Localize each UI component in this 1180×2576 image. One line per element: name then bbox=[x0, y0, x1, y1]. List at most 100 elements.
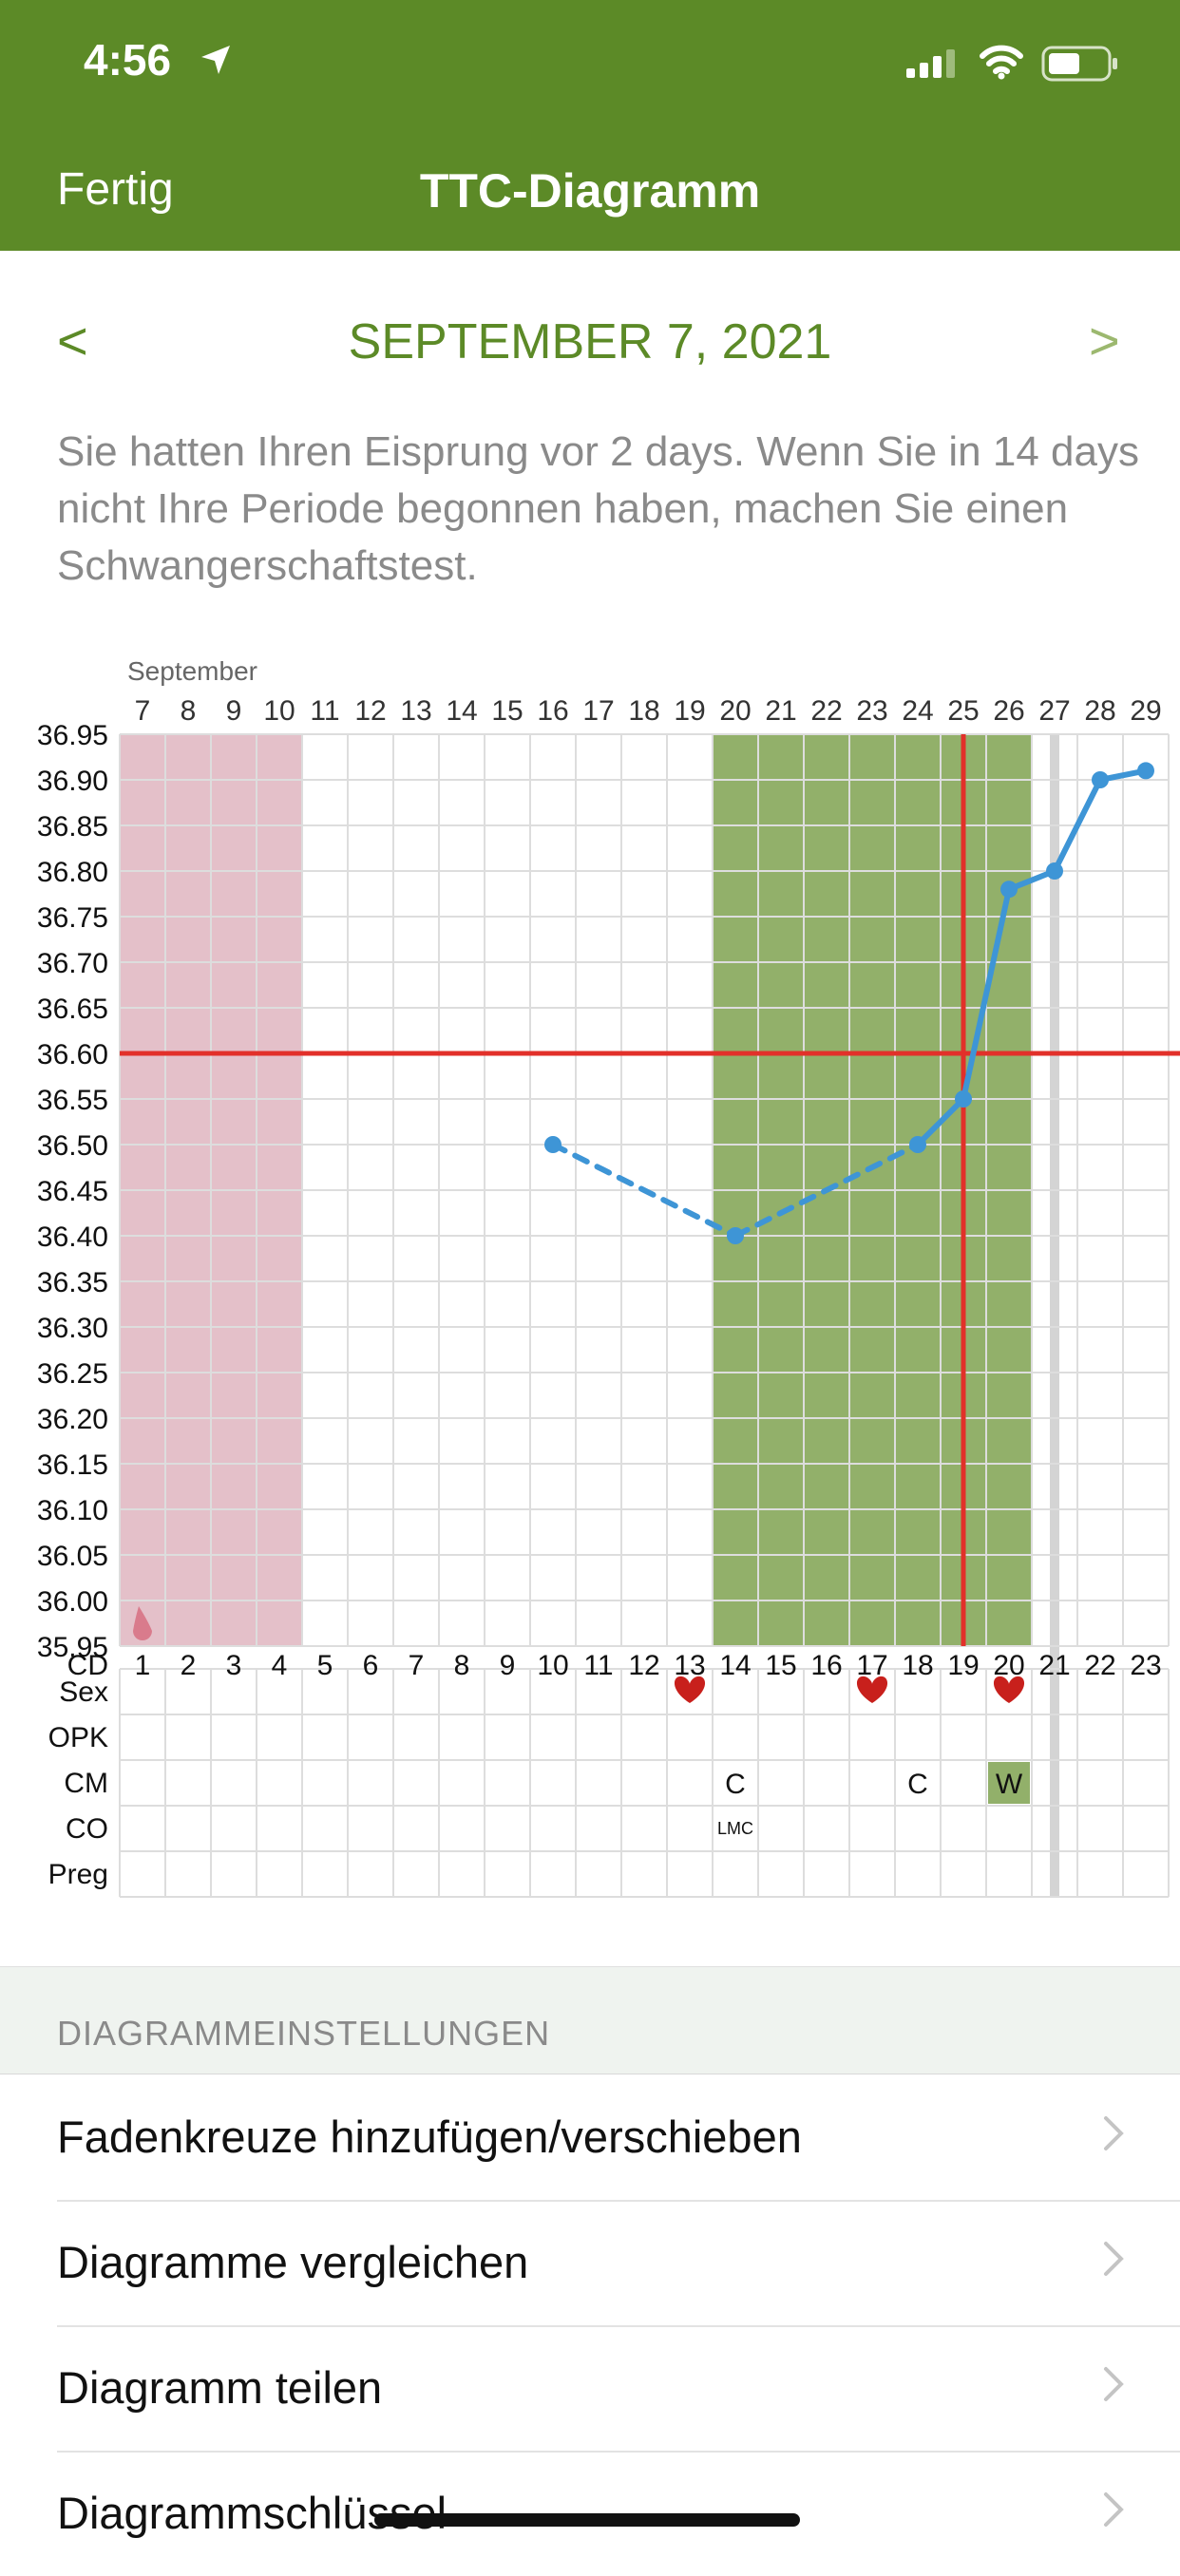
cycle-day-label: 17 bbox=[856, 1650, 887, 1681]
menu-item-label: Diagramme vergleichen bbox=[57, 2237, 529, 2287]
row-label: Sex bbox=[59, 1676, 108, 1708]
y-tick-label: 36.75 bbox=[37, 902, 108, 934]
temperature-point bbox=[909, 1136, 926, 1153]
date-tick-label: 14 bbox=[446, 695, 477, 727]
menu-item-compare-charts[interactable]: Diagramme vergleichen bbox=[57, 2200, 1180, 2327]
location-arrow-icon bbox=[201, 46, 230, 74]
y-tick-label: 36.25 bbox=[37, 1358, 108, 1390]
chevron-right-icon bbox=[1104, 2116, 1124, 2150]
battery-icon bbox=[1041, 46, 1117, 82]
menu-item-label: Diagrammschlüssel bbox=[57, 2488, 447, 2538]
blood-drop-icon bbox=[133, 1606, 152, 1640]
row-label: Preg bbox=[48, 1859, 108, 1890]
cm-entry: W bbox=[996, 1769, 1023, 1800]
y-tick-label: 36.35 bbox=[37, 1267, 108, 1298]
date-tick-label: 21 bbox=[765, 695, 796, 727]
y-tick-label: 36.70 bbox=[37, 948, 108, 979]
home-indicator[interactable] bbox=[374, 2513, 800, 2527]
menu-item-chart-key[interactable]: Diagrammschlüssel bbox=[57, 2451, 1180, 2576]
menu-item-crosshairs[interactable]: Fadenkreuze hinzufügen/verschieben bbox=[57, 2074, 1180, 2202]
page-title: TTC-Diagramm bbox=[419, 164, 761, 218]
temperature-line-segment bbox=[915, 1096, 966, 1147]
y-tick-label: 36.20 bbox=[37, 1404, 108, 1435]
date-tick-label: 13 bbox=[400, 695, 431, 727]
temperature-line-segment bbox=[1052, 777, 1103, 874]
y-tick-label: 36.05 bbox=[37, 1541, 108, 1572]
wifi-icon bbox=[980, 45, 1023, 80]
temperature-point bbox=[1046, 862, 1063, 880]
date-tick-label: 19 bbox=[674, 695, 705, 727]
date-tick-label: 18 bbox=[628, 695, 659, 727]
done-button[interactable]: Fertig bbox=[57, 164, 174, 215]
date-tick-label: 28 bbox=[1084, 695, 1115, 727]
current-date: SEPTEMBER 7, 2021 bbox=[348, 314, 832, 369]
date-tick-label: 17 bbox=[582, 695, 614, 727]
cycle-day-label: 3 bbox=[226, 1650, 242, 1681]
row-label: CO bbox=[66, 1813, 108, 1845]
date-tick-label: 29 bbox=[1130, 695, 1161, 727]
cycle-day-label: 4 bbox=[272, 1650, 288, 1681]
temperature-line-segment bbox=[550, 1142, 738, 1239]
today-marker bbox=[1050, 734, 1059, 1897]
cm-entry: C bbox=[907, 1769, 928, 1800]
date-tick-label: 27 bbox=[1038, 695, 1070, 727]
nav-header: 4:56 Fertig TTC-Diagramm bbox=[0, 0, 1180, 251]
chevron-right-icon bbox=[1104, 2492, 1124, 2527]
row-label: CM bbox=[64, 1768, 108, 1799]
y-tick-label: 36.00 bbox=[37, 1586, 108, 1618]
menu-item-share-chart[interactable]: Diagramm teilen bbox=[57, 2325, 1180, 2453]
month-label: September bbox=[127, 656, 257, 686]
date-tick-label: 10 bbox=[263, 695, 295, 727]
cycle-day-label: 16 bbox=[810, 1650, 842, 1681]
y-tick-label: 36.50 bbox=[37, 1130, 108, 1162]
y-tick-label: 36.40 bbox=[37, 1222, 108, 1253]
y-tick-label: 36.95 bbox=[37, 720, 108, 751]
cycle-day-label: 7 bbox=[409, 1650, 425, 1681]
cycle-day-label: 14 bbox=[719, 1650, 751, 1681]
row-label: CD bbox=[67, 1650, 108, 1681]
temperature-point bbox=[955, 1090, 972, 1108]
y-tick-label: 36.30 bbox=[37, 1313, 108, 1344]
date-tick-label: 15 bbox=[491, 695, 523, 727]
y-tick-label: 35.95 bbox=[37, 1632, 108, 1663]
cm-entry: C bbox=[725, 1769, 746, 1800]
cycle-day-label: 22 bbox=[1084, 1650, 1115, 1681]
menu-item-label: Diagramm teilen bbox=[57, 2362, 383, 2413]
date-tick-label: 12 bbox=[354, 695, 386, 727]
cycle-day-label: 18 bbox=[902, 1650, 933, 1681]
cycle-day-label: 11 bbox=[583, 1650, 613, 1681]
date-tick-label: 7 bbox=[135, 695, 151, 727]
cycle-day-label: 23 bbox=[1130, 1650, 1161, 1681]
date-tick-label: 20 bbox=[719, 695, 751, 727]
y-tick-label: 36.80 bbox=[37, 857, 108, 888]
cycle-day-label: 15 bbox=[765, 1650, 796, 1681]
heart-icon bbox=[856, 1676, 888, 1703]
y-tick-label: 36.65 bbox=[37, 994, 108, 1025]
y-tick-label: 36.45 bbox=[37, 1176, 108, 1207]
status-time: 4:56 bbox=[84, 35, 172, 85]
cycle-day-label: 2 bbox=[181, 1650, 197, 1681]
y-tick-label: 36.60 bbox=[37, 1039, 108, 1070]
temperature-line-segment bbox=[733, 1142, 921, 1239]
cycle-day-label: 20 bbox=[993, 1650, 1024, 1681]
cycle-day-label: 13 bbox=[674, 1650, 705, 1681]
cycle-day-label: 9 bbox=[500, 1650, 516, 1681]
chevron-right-icon bbox=[1104, 2367, 1124, 2401]
cycle-day-label: 6 bbox=[363, 1650, 379, 1681]
date-tick-label: 16 bbox=[537, 695, 568, 727]
temperature-point bbox=[1092, 771, 1109, 788]
date-tick-label: 9 bbox=[226, 695, 242, 727]
cycle-day-label: 5 bbox=[317, 1650, 333, 1681]
cycle-day-label: 19 bbox=[947, 1650, 979, 1681]
next-date-button[interactable]: > bbox=[1089, 311, 1120, 370]
temperature-line-segment bbox=[961, 886, 1012, 1102]
co-entry: LMC bbox=[717, 1819, 753, 1838]
y-tick-label: 36.10 bbox=[37, 1495, 108, 1526]
row-label: OPK bbox=[48, 1722, 108, 1753]
heart-icon bbox=[674, 1676, 706, 1703]
previous-date-button[interactable]: < bbox=[57, 311, 88, 370]
y-tick-label: 36.90 bbox=[37, 766, 108, 797]
cycle-day-label: 10 bbox=[537, 1650, 568, 1681]
